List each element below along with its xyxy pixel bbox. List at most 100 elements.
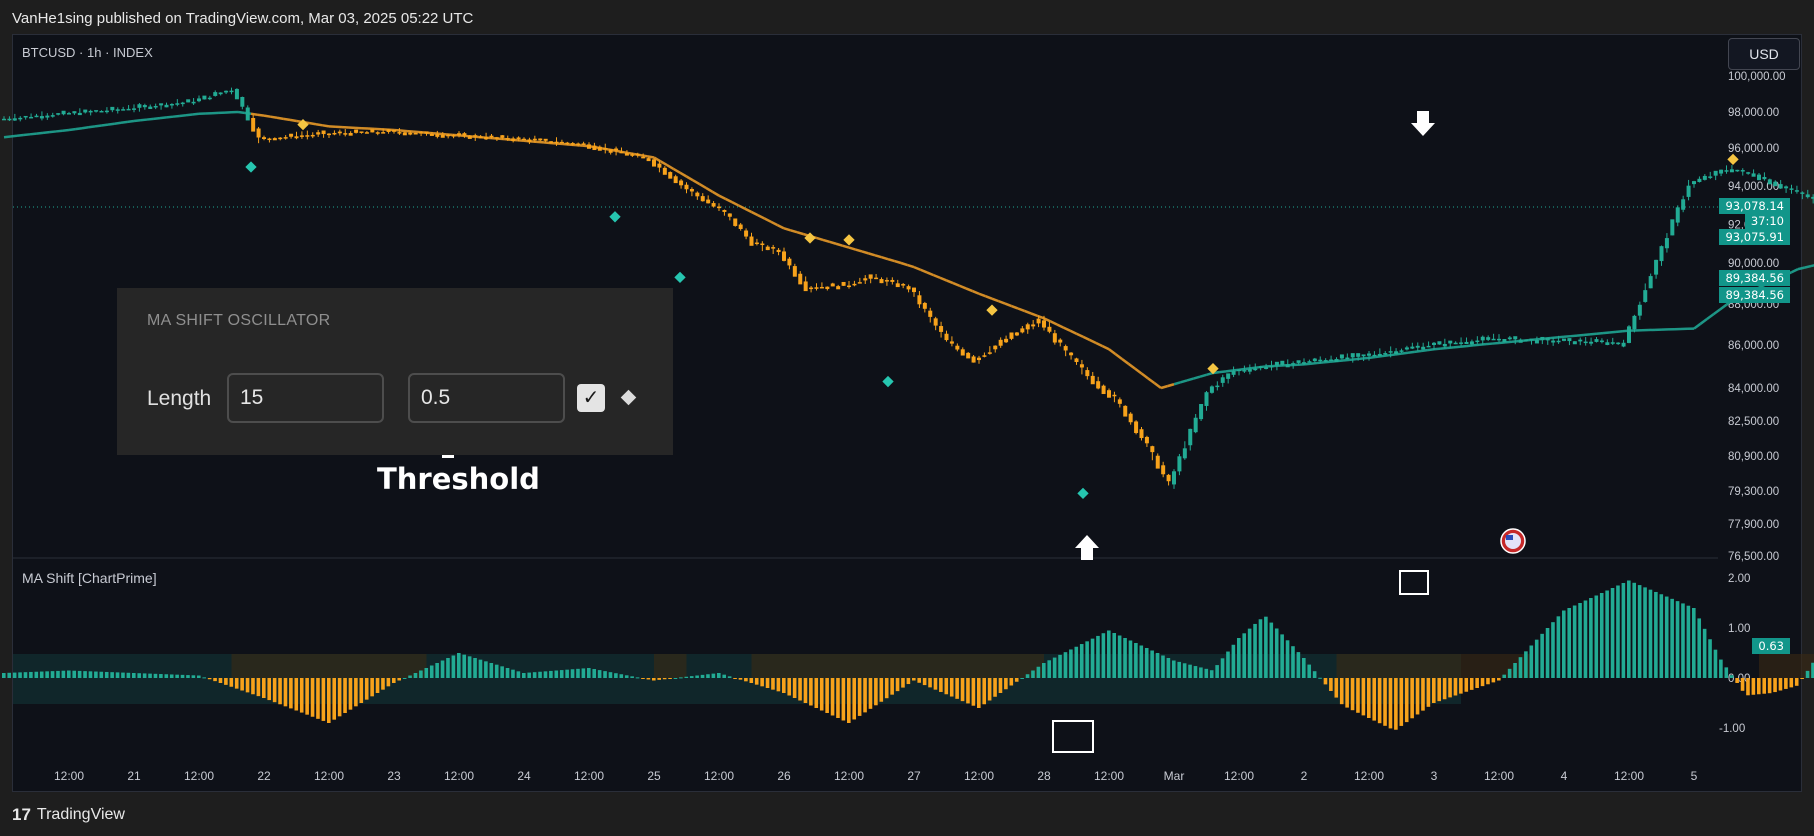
candle-body <box>576 143 581 145</box>
symbol-label[interactable]: BTCUSD · 1h · INDEX <box>22 45 153 60</box>
candle-body <box>1589 341 1594 344</box>
ma-line-segment <box>874 254 882 259</box>
time-axis-label: 25 <box>647 769 661 783</box>
oscillator-title[interactable]: MA Shift [ChartPrime] <box>22 570 157 586</box>
ma-line-segment <box>1576 333 1584 337</box>
osc-bar <box>251 678 255 695</box>
candle-body <box>771 247 776 249</box>
candle-body <box>505 138 510 140</box>
candle-body <box>132 108 136 110</box>
osc-bar <box>104 671 109 678</box>
candle-body <box>1805 194 1810 198</box>
ma-line-segment <box>413 130 421 134</box>
candle-body <box>619 151 624 154</box>
candle-body <box>1172 471 1176 485</box>
osc-bar <box>1627 580 1631 678</box>
footer-brand[interactable]: 17 TradingView <box>12 805 125 825</box>
osc-bar <box>1182 663 1187 678</box>
osc-bar <box>132 673 136 678</box>
osc-bar <box>857 678 862 716</box>
osc-bar <box>1166 658 1171 678</box>
ma-line-segment <box>926 271 934 277</box>
candle-body <box>852 283 857 286</box>
candle-body <box>267 138 272 141</box>
osc-bar <box>1329 678 1333 691</box>
candle-body <box>1377 353 1382 357</box>
candle-body <box>29 116 34 119</box>
osc-bar <box>614 673 618 678</box>
osc-bar <box>987 678 992 701</box>
candle-body <box>321 130 326 135</box>
bearish-signal-diamond <box>843 234 855 246</box>
osc-bar <box>1789 678 1794 688</box>
publisher-line: VanHe1sing published on TradingView.com,… <box>12 10 474 27</box>
candle-body <box>1702 175 1707 180</box>
osc-bar <box>1047 660 1052 678</box>
threshold-input[interactable]: 0.5 <box>408 373 565 423</box>
candle-body <box>34 115 39 118</box>
candle-body <box>522 138 526 141</box>
arrow-down-icon <box>1411 111 1435 136</box>
osc-bar <box>901 678 905 688</box>
osc-bar <box>1107 630 1111 678</box>
candle-body <box>1237 369 1241 372</box>
candle-body <box>467 136 472 139</box>
osc-bar <box>738 678 743 680</box>
ma-line-segment <box>1459 344 1467 348</box>
candle-body <box>1150 446 1155 453</box>
candle-body <box>310 134 315 137</box>
ma-line-segment <box>1706 313 1715 321</box>
ma-line-segment <box>1245 366 1253 371</box>
osc-bar <box>1372 678 1377 721</box>
candle-body <box>1042 320 1046 328</box>
osc-bar <box>1237 638 1241 678</box>
osc-bar <box>67 670 71 678</box>
candle-body <box>939 326 944 332</box>
osc-bar <box>1318 677 1322 679</box>
osc-band-bear <box>816 654 849 678</box>
osc-bar <box>1794 678 1799 686</box>
candle-body <box>202 95 207 100</box>
ma-line-segment <box>991 297 999 303</box>
osc-bar <box>787 678 792 696</box>
osc-bar <box>1042 663 1046 678</box>
candle-body <box>1773 181 1778 187</box>
osc-bar <box>240 678 244 691</box>
ma-line-segment <box>250 112 258 116</box>
candle-body <box>408 132 413 135</box>
candle-body <box>684 184 689 190</box>
candle-body <box>527 139 532 143</box>
candle-body <box>998 339 1003 346</box>
osc-bar <box>1199 667 1203 678</box>
ma-line-segment <box>127 119 135 124</box>
osc-bar <box>1735 678 1739 683</box>
ma-line-segment <box>1127 362 1136 370</box>
ma-line-segment <box>530 140 538 144</box>
candle-body <box>1107 390 1111 398</box>
length-input[interactable]: 15 <box>227 373 384 423</box>
osc-band-bear <box>329 654 362 678</box>
ma-line-segment <box>744 207 753 214</box>
candle-body <box>121 109 126 111</box>
ma-line-segment <box>3 135 11 139</box>
ma-line-segment <box>1414 349 1422 354</box>
candle-body <box>1258 366 1263 368</box>
diamond-style-icon[interactable] <box>620 389 637 406</box>
candle-body <box>1112 394 1117 397</box>
candle-body <box>1659 246 1664 262</box>
enable-checkbox[interactable]: ✓ <box>577 384 605 412</box>
candle-body <box>457 133 461 136</box>
osc-bar <box>1448 678 1452 698</box>
osc-bar <box>798 678 802 701</box>
ma-line-segment <box>887 257 895 263</box>
ma-line-segment <box>1550 336 1558 340</box>
time-axis-label: 12:00 <box>54 769 84 783</box>
osc-bar <box>955 678 959 699</box>
bullish-signal-diamond <box>245 161 257 173</box>
currency-button[interactable]: USD <box>1728 38 1800 70</box>
osc-bar <box>1063 652 1068 678</box>
osc-bar <box>440 660 445 678</box>
candle-body <box>603 148 608 150</box>
osc-bar <box>332 678 337 720</box>
